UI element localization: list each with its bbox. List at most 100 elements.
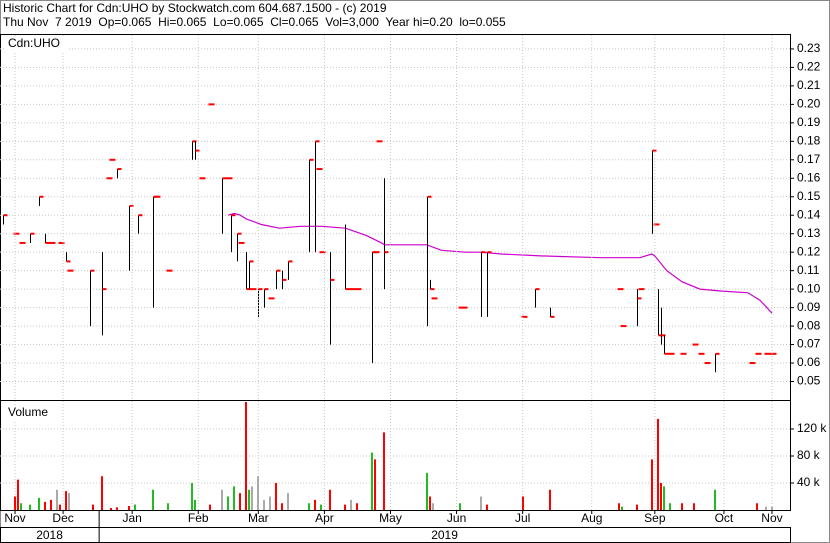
volume-bar — [65, 491, 67, 510]
volume-bar — [669, 503, 671, 510]
volume-bar — [221, 489, 223, 510]
x-tick-label: Aug — [581, 511, 602, 525]
volume-bar — [17, 479, 19, 510]
volume-bar — [522, 496, 524, 510]
volume-bar — [429, 496, 431, 510]
volume-bar — [191, 483, 193, 510]
x-tick-label: Nov — [4, 511, 25, 525]
volume-label: Volume — [8, 405, 48, 419]
y-tick-label: 0.20 — [797, 97, 821, 111]
volume-bar — [14, 496, 16, 510]
y-tick-label: 0.21 — [797, 78, 821, 92]
y-tick-label: 0.09 — [797, 300, 821, 314]
volume-bar — [269, 496, 271, 510]
volume-bar — [693, 503, 695, 510]
y-tick-label: 0.14 — [797, 207, 821, 221]
volume-bar — [194, 499, 196, 510]
year-label: 2019 — [431, 528, 458, 542]
volume-bar — [383, 432, 385, 510]
price-label: Cdn:UHO — [8, 36, 60, 50]
y-tick-label: 0.15 — [797, 189, 821, 203]
volume-bar — [68, 493, 70, 510]
volume-bar — [660, 483, 662, 510]
y-tick-label: 0.06 — [797, 355, 821, 369]
volume-bar — [459, 503, 461, 510]
volume-bar — [756, 503, 758, 510]
volume-bar — [432, 503, 434, 510]
y-tick-label: 0.07 — [797, 337, 821, 351]
volume-bar — [167, 503, 169, 510]
volume-bar — [344, 504, 346, 510]
volume-bar — [714, 489, 716, 510]
volume-bar — [38, 497, 40, 510]
x-tick-label: Nov — [761, 511, 782, 525]
y-tick-label: 0.11 — [797, 263, 820, 277]
volume-bar — [239, 493, 241, 510]
label-bg — [4, 405, 58, 420]
volume-bar — [263, 499, 265, 510]
volume-bar — [371, 452, 373, 510]
y-tick-label: 0.16 — [797, 170, 821, 184]
x-tick-label: Jun — [447, 511, 466, 525]
moving-average — [228, 212, 773, 314]
volume-bar — [20, 503, 22, 510]
volume-bar — [480, 496, 482, 510]
volume-bar — [320, 504, 322, 510]
volume-bar — [101, 476, 103, 510]
volume-bar — [314, 499, 316, 510]
volume-bar — [59, 504, 61, 510]
volume-bar — [486, 504, 488, 510]
volume-bar — [128, 505, 130, 510]
plot-layer: 0.05 0.06 0.07 0.08 0.09 0.10 0.11 0.12 0.13 0.14… — [0, 35, 827, 543]
volume-bar — [257, 476, 259, 510]
x-tick-label: Feb — [188, 511, 209, 525]
volume-bar — [621, 506, 623, 510]
volume-bar — [248, 489, 250, 510]
volume-bar — [152, 489, 154, 510]
volume-bar — [227, 496, 229, 510]
volume-bar — [233, 486, 235, 510]
volume-bar — [56, 489, 58, 510]
volume-bar — [426, 472, 428, 510]
y-tick-label: 120 k — [797, 421, 827, 435]
chart-subtitle: Thu Nov 7 2019 Op=0.065 Hi=0.065 Lo=0.06… — [3, 15, 506, 29]
y-tick-label: 40 k — [797, 475, 821, 489]
volume-bar — [50, 499, 52, 510]
y-tick-label: 0.08 — [797, 318, 821, 332]
y-tick-label: 0.13 — [797, 226, 821, 240]
volume-bar — [116, 507, 118, 510]
y-tick-label: 0.10 — [797, 281, 821, 295]
x-tick-label: Oct — [715, 511, 734, 525]
y-tick-label: 0.18 — [797, 133, 821, 147]
volume-bar — [134, 504, 136, 510]
y-tick-label: 0.22 — [797, 60, 821, 74]
chart-title: Historic Chart for Cdn:UHO by Stockwatch… — [3, 1, 387, 15]
volume-bar — [44, 501, 46, 510]
x-tick-label: Dec — [52, 511, 73, 525]
x-tick-label: Jan — [122, 511, 141, 525]
volume-bar — [329, 489, 331, 510]
volume-bar — [281, 503, 283, 510]
y-tick-label: 80 k — [797, 448, 821, 462]
volume-bar — [110, 507, 112, 510]
y-tick-label: 0.23 — [797, 41, 821, 55]
volume-bar — [29, 504, 31, 510]
volume-bar — [636, 504, 638, 510]
x-tick-label: Mar — [248, 511, 269, 525]
volume-bar — [771, 506, 773, 510]
x-tick-label: May — [379, 511, 402, 525]
y-tick-label: 0.19 — [797, 115, 821, 129]
volume-bar — [681, 503, 683, 510]
volume-bar — [618, 503, 620, 510]
volume-bar — [663, 486, 665, 510]
volume-bar — [350, 499, 352, 510]
volume-bar — [275, 483, 277, 510]
y-tick-label: 0.12 — [797, 244, 821, 258]
x-tick-label: Sep — [644, 511, 666, 525]
volume-bar — [251, 486, 253, 510]
y-tick-label: 0.17 — [797, 152, 821, 166]
x-tick-label: Jul — [515, 511, 530, 525]
x-tick-label: Apr — [315, 511, 334, 525]
